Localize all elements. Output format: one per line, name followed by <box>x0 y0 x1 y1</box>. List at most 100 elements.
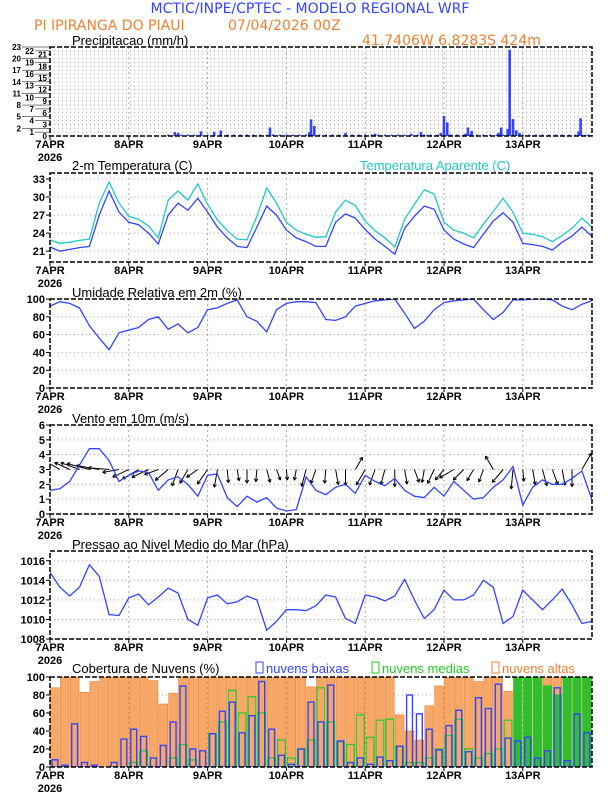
y-tick-label: 15 <box>38 74 47 83</box>
x-tick-label: 8APR <box>114 391 143 403</box>
wind-marks <box>47 448 592 512</box>
apparent-temp-legend: Temperatura Aparente (C) <box>360 158 510 173</box>
wind-arrow <box>491 469 504 483</box>
wind-arrow-head <box>212 483 215 488</box>
x-tick-label: 11APR <box>348 391 383 403</box>
high-cloud-bar <box>138 677 149 767</box>
legend-mid-icon <box>371 661 380 674</box>
wind-arrow <box>413 469 420 483</box>
x-tick-label: 8APR <box>114 139 143 151</box>
x-tick-label: 12APR <box>426 517 462 529</box>
wind-frame <box>49 424 593 515</box>
low-cloud-bar <box>258 680 266 767</box>
wind-arrow <box>266 469 271 483</box>
y-tick-label: 60 <box>33 330 45 342</box>
wind-arrow <box>112 469 130 478</box>
wind-arrow-head <box>477 478 480 483</box>
temp-series-line <box>50 189 592 256</box>
mid-cloud-bar <box>593 677 601 767</box>
x-tick-label: 13APR <box>505 642 541 654</box>
wind-arrow <box>88 467 110 470</box>
low-cloud-bar <box>484 707 492 767</box>
mid-cloud-bar <box>503 719 513 767</box>
mid-cloud-bar <box>414 761 424 767</box>
pres-marks <box>50 563 592 632</box>
precip-bar <box>219 130 223 136</box>
mid-cloud-bar <box>168 757 178 767</box>
wind-arrow-head <box>404 481 408 485</box>
precip-trace-bar <box>397 134 400 136</box>
x-tick-label: 13APR <box>505 265 541 277</box>
high-cloud-bar <box>296 677 306 767</box>
y-tick-label: 21 <box>33 246 45 258</box>
low-cloud-bar <box>386 760 394 767</box>
wind-arrow <box>591 468 592 470</box>
wind-arrow <box>355 469 366 486</box>
wind-arrow <box>179 469 189 484</box>
wind-arrow <box>380 469 386 485</box>
wind-arrow-head <box>416 479 420 483</box>
precip-title: Precipitacao (mm/h) <box>72 33 188 48</box>
low-cloud-bar <box>248 715 256 767</box>
wind-arrow-head <box>532 481 536 485</box>
low-cloud-bar <box>425 728 433 767</box>
precip-trace-bar <box>502 134 505 136</box>
high-cloud-bar <box>129 677 139 767</box>
high-cloud-bar <box>591 677 592 767</box>
low-cloud-bar <box>415 713 424 767</box>
x-tick-label: 11APR <box>348 265 383 277</box>
precip-bar <box>579 118 582 136</box>
wind-arrow-head <box>154 476 157 481</box>
x-tick-label: 7APR <box>35 517 64 529</box>
legend-low: nuvens baixas <box>266 661 350 676</box>
high-cloud-bar <box>109 677 119 767</box>
x-tick-label: 12APR <box>426 139 462 151</box>
precip-trace-bar <box>180 134 183 136</box>
mid-cloud-bar <box>326 721 336 767</box>
mid-cloud-bar <box>375 719 385 767</box>
y-tick-label: 0 <box>39 509 45 521</box>
high-cloud-bar <box>306 686 316 767</box>
low-cloud-bar <box>169 721 177 767</box>
high-cloud-bar <box>404 730 415 767</box>
wind-title: Vento em 10m (m/s) <box>72 411 189 426</box>
mid-cloud-bar <box>444 734 454 767</box>
mid-cloud-bar <box>276 739 286 767</box>
mid-cloud-bar <box>286 757 296 767</box>
wind-arrow-head <box>88 465 92 469</box>
wind-arrow <box>551 469 559 485</box>
precip-marks <box>167 49 590 136</box>
wind-arrow-head <box>485 455 489 459</box>
y-tick-label: 80 <box>33 312 45 324</box>
x-tick-label: 11APR <box>348 770 383 782</box>
mid-cloud-bar <box>434 748 444 767</box>
y-tick-label: 20 <box>12 55 21 64</box>
x-tick-label: 10APR <box>269 517 305 529</box>
low-cloud-bar <box>208 733 217 767</box>
wind-arrow-head <box>569 483 573 487</box>
low-cloud-bar <box>110 761 118 767</box>
precip-bar <box>506 129 509 136</box>
precip-bar <box>309 119 313 136</box>
x-tick-label: 9APR <box>193 265 222 277</box>
mid-cloud-bar <box>464 748 474 767</box>
precip-trace-bar <box>200 134 203 136</box>
pres-panel: 1008 1010 1012 1014 1016 7APR 8APR 9APR 10APR 11A… <box>21 550 593 667</box>
y-tick-label: 17 <box>12 66 21 75</box>
y-tick-label: 1016 <box>21 556 45 568</box>
x-tick-label: 11APR <box>348 139 383 151</box>
precip-bar <box>511 118 515 136</box>
x-tick-label: 8APR <box>114 770 143 782</box>
cloud-title: Cobertura de Nuvens (%) <box>72 661 219 676</box>
wind-arrow-head <box>47 462 49 465</box>
precip-bar <box>308 132 311 136</box>
high-cloud-bar <box>493 677 503 767</box>
precip-bar <box>373 133 377 136</box>
mid-cloud-bar <box>552 694 562 767</box>
y-tick-label: 9 <box>43 97 48 106</box>
wind-arrow <box>236 469 240 481</box>
high-cloud-bar <box>158 703 169 767</box>
high-cloud-bar <box>286 677 297 767</box>
x-year-label: 2026 <box>38 404 62 416</box>
